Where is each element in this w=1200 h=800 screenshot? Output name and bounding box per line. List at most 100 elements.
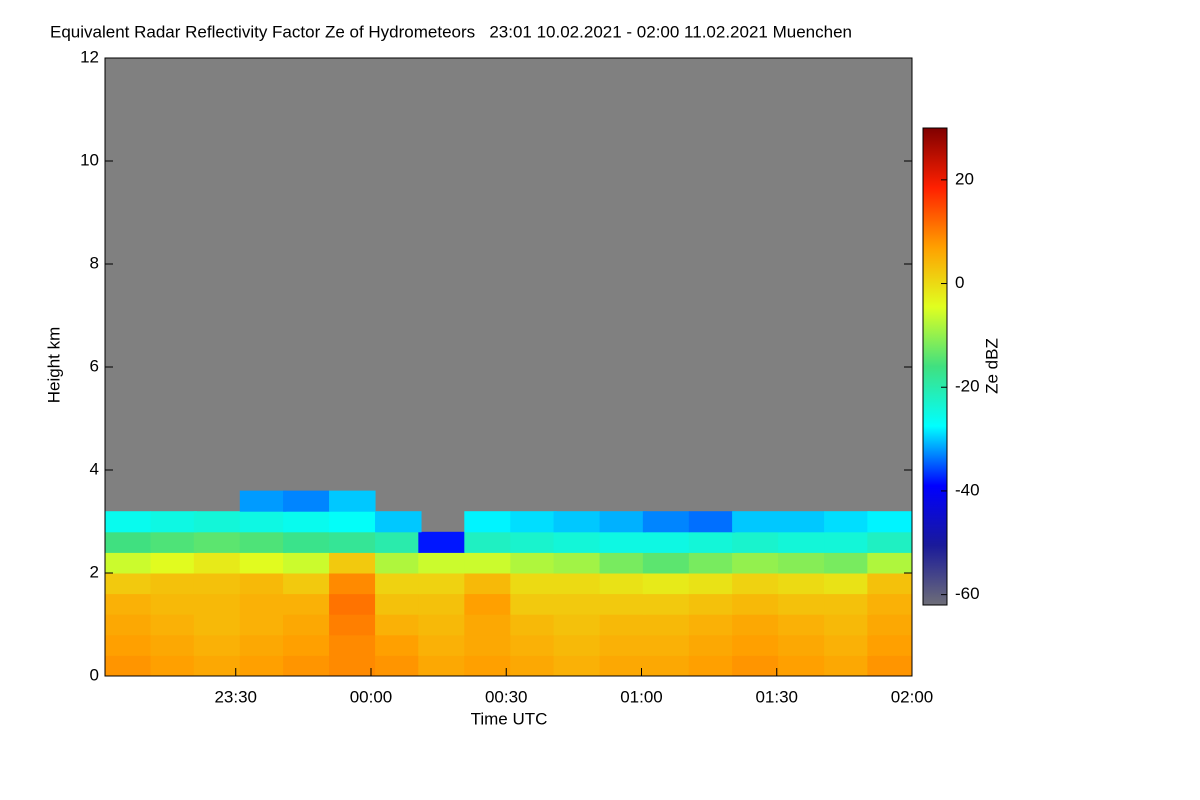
cell	[464, 634, 511, 656]
cell	[824, 655, 871, 676]
cell	[418, 614, 465, 636]
cell	[599, 634, 647, 656]
colorbar-tick-label: 20	[955, 169, 974, 188]
cell	[510, 511, 557, 533]
cell	[867, 634, 912, 656]
cell	[239, 614, 287, 636]
cell	[375, 655, 422, 676]
cell	[150, 593, 198, 615]
cell	[688, 552, 736, 574]
cell	[105, 614, 152, 636]
cell	[375, 593, 422, 615]
cell	[778, 552, 825, 574]
cell	[283, 531, 330, 553]
cell	[824, 634, 871, 656]
cell	[553, 614, 601, 636]
cell	[193, 614, 241, 636]
colorbar-tick-label: -60	[955, 584, 980, 603]
cell	[329, 655, 376, 676]
cell	[599, 593, 647, 615]
cell	[867, 614, 912, 636]
cell	[642, 573, 690, 595]
cell	[688, 655, 736, 676]
cell	[418, 655, 465, 676]
heatmap	[105, 490, 912, 676]
cell	[418, 552, 465, 574]
cell	[283, 593, 330, 615]
cell	[867, 531, 912, 553]
cell	[150, 634, 198, 656]
cell	[510, 573, 557, 595]
cell	[824, 614, 871, 636]
colorbar	[922, 127, 948, 606]
cell	[732, 614, 779, 636]
cell	[375, 531, 422, 553]
cell	[510, 552, 557, 574]
cell	[510, 655, 557, 676]
x-tick-label: 23:30	[214, 687, 257, 706]
cell	[778, 531, 825, 553]
cell	[642, 511, 690, 533]
cell	[732, 552, 779, 574]
cell	[375, 573, 422, 595]
y-tick-label: 10	[80, 150, 99, 169]
cell	[642, 552, 690, 574]
cell	[418, 593, 465, 615]
cell	[329, 552, 376, 574]
cell	[732, 634, 779, 656]
cell	[553, 531, 601, 553]
cell	[778, 593, 825, 615]
cell	[688, 614, 736, 636]
cell	[599, 655, 647, 676]
cell	[193, 593, 241, 615]
y-tick-label: 2	[90, 562, 99, 581]
cell	[824, 593, 871, 615]
cell	[599, 573, 647, 595]
cell	[642, 614, 690, 636]
cell	[778, 634, 825, 656]
y-tick-label: 6	[90, 356, 99, 375]
cell	[688, 573, 736, 595]
y-tick-label: 4	[90, 459, 99, 478]
chart-title: Equivalent Radar Reflectivity Factor Ze …	[50, 22, 852, 41]
cell	[688, 511, 736, 533]
cell	[464, 552, 511, 574]
cell	[329, 614, 376, 636]
cell	[193, 552, 241, 574]
cell	[150, 531, 198, 553]
colorbar-label: Ze dBZ	[982, 338, 1001, 394]
cell	[688, 634, 736, 656]
cell	[732, 511, 779, 533]
cell	[329, 531, 376, 553]
cell	[732, 531, 779, 553]
cell	[553, 573, 601, 595]
cell	[642, 655, 690, 676]
cell	[688, 593, 736, 615]
cell	[418, 531, 465, 553]
cell	[599, 552, 647, 574]
colorbar-tick-label: 0	[955, 273, 964, 292]
x-tick-label: 00:30	[485, 687, 528, 706]
y-tick-label: 0	[90, 665, 99, 684]
colorbar-tick-label: -20	[955, 377, 980, 396]
cell	[464, 655, 511, 676]
cell	[329, 573, 376, 595]
cell	[283, 573, 330, 595]
cell	[418, 573, 465, 595]
cell	[510, 531, 557, 553]
x-axis-label: Time UTC	[471, 709, 548, 728]
y-tick-label: 12	[80, 47, 99, 66]
cell	[642, 531, 690, 553]
cell	[105, 655, 152, 676]
cell	[283, 634, 330, 656]
cell	[283, 614, 330, 636]
cell	[464, 573, 511, 595]
cell	[150, 655, 198, 676]
cell	[150, 511, 198, 533]
cell	[510, 593, 557, 615]
cell	[283, 511, 330, 533]
cell	[193, 634, 241, 656]
cell	[510, 614, 557, 636]
cell	[150, 573, 198, 595]
cell	[239, 655, 287, 676]
